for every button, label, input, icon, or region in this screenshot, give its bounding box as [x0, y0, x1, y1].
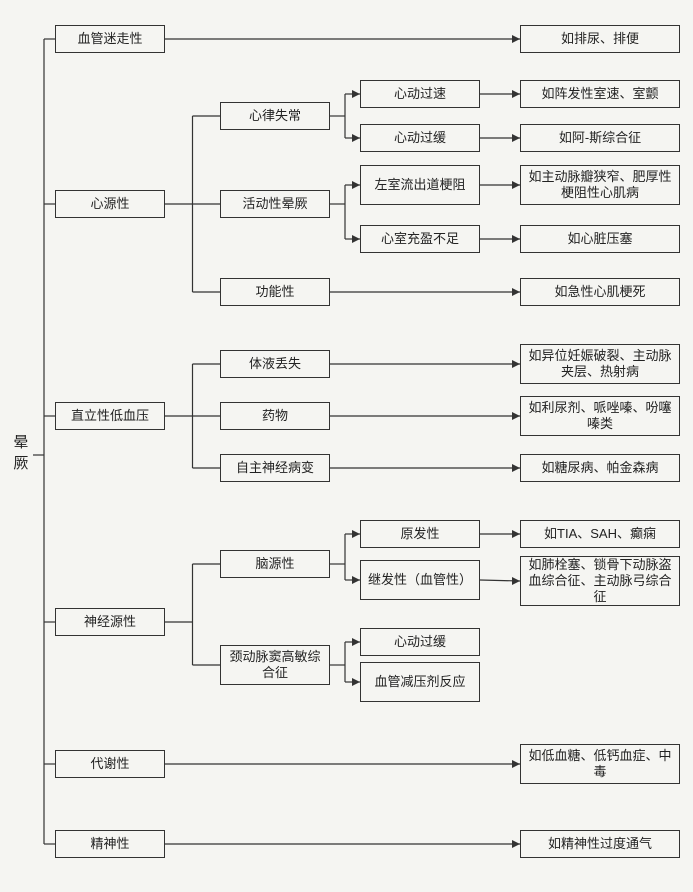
node-n412: 继发性（血管性） [360, 560, 480, 600]
node-label: 如TIA、SAH、癫痫 [544, 526, 656, 542]
node-n22: 活动性晕厥 [220, 190, 330, 218]
node-label: 晕厥 [10, 434, 29, 476]
node-n2: 心源性 [55, 190, 165, 218]
node-label: 神经源性 [84, 614, 136, 630]
node-label: 心动过缓 [394, 130, 446, 146]
node-n6: 精神性 [55, 830, 165, 858]
node-label: 如阿-斯综合征 [559, 130, 641, 146]
node-n411: 原发性 [360, 520, 480, 548]
node-label: 药物 [262, 408, 288, 424]
node-n3: 直立性低血压 [55, 402, 165, 430]
node-n1: 血管迷走性 [55, 25, 165, 53]
node-label: 血管迷走性 [77, 31, 142, 47]
node-label: 血管减压剂反应 [374, 674, 465, 690]
node-label: 左室流出道梗阻 [374, 177, 465, 193]
node-n221e: 如主动脉瓣狭窄、肥厚性梗阻性心肌病 [520, 165, 680, 205]
node-n411e: 如TIA、SAH、癫痫 [520, 520, 680, 548]
node-label: 体液丢失 [249, 356, 301, 372]
node-n221: 左室流出道梗阻 [360, 165, 480, 205]
node-n6e: 如精神性过度通气 [520, 830, 680, 858]
node-n222: 心室充盈不足 [360, 225, 480, 253]
node-label: 心源性 [90, 196, 129, 212]
node-label: 如排尿、排便 [561, 31, 639, 47]
node-label: 直立性低血压 [71, 408, 149, 424]
node-label: 如急性心肌梗死 [554, 284, 645, 300]
node-label: 如低血糖、低钙血症、中毒 [525, 748, 675, 781]
node-n212: 心动过缓 [360, 124, 480, 152]
node-n42: 颈动脉窦高敏综合征 [220, 645, 330, 685]
node-label: 如主动脉瓣狭窄、肥厚性梗阻性心肌病 [525, 169, 675, 202]
node-n422: 血管减压剂反应 [360, 662, 480, 702]
node-label: 精神性 [90, 836, 129, 852]
node-n33: 自主神经病变 [220, 454, 330, 482]
node-label: 心动过缓 [394, 634, 446, 650]
node-n31: 体液丢失 [220, 350, 330, 378]
node-n33e: 如糖尿病、帕金森病 [520, 454, 680, 482]
node-n32e: 如利尿剂、哌唑嗪、吩噻嗪类 [520, 396, 680, 436]
node-label: 如精神性过度通气 [548, 836, 652, 852]
node-n212e: 如阿-斯综合征 [520, 124, 680, 152]
node-n211e: 如阵发性室速、室颤 [520, 80, 680, 108]
node-n1e: 如排尿、排便 [520, 25, 680, 53]
node-label: 继发性（血管性） [368, 572, 472, 588]
node-label: 原发性 [400, 526, 439, 542]
node-label: 如阵发性室速、室颤 [541, 86, 658, 102]
node-label: 心室充盈不足 [381, 231, 459, 247]
node-n5e: 如低血糖、低钙血症、中毒 [520, 744, 680, 784]
node-label: 如异位妊娠破裂、主动脉夹层、热射病 [525, 348, 675, 381]
node-n421: 心动过缓 [360, 628, 480, 656]
node-label: 如利尿剂、哌唑嗪、吩噻嗪类 [525, 400, 675, 433]
node-label: 自主神经病变 [236, 460, 314, 476]
node-label: 如糖尿病、帕金森病 [541, 460, 658, 476]
node-n5: 代谢性 [55, 750, 165, 778]
node-label: 颈动脉窦高敏综合征 [225, 649, 325, 682]
node-n222e: 如心脏压塞 [520, 225, 680, 253]
node-label: 代谢性 [90, 756, 129, 772]
node-n23: 功能性 [220, 278, 330, 306]
node-n21: 心律失常 [220, 102, 330, 130]
node-label: 心律失常 [249, 108, 301, 124]
node-n412e: 如肺栓塞、锁骨下动脉盗血综合征、主动脉弓综合征 [520, 556, 680, 606]
root-node: 晕厥 [5, 425, 33, 485]
node-n4: 神经源性 [55, 608, 165, 636]
node-n23e: 如急性心肌梗死 [520, 278, 680, 306]
node-label: 心动过速 [394, 86, 446, 102]
node-label: 如心脏压塞 [567, 231, 632, 247]
node-n31e: 如异位妊娠破裂、主动脉夹层、热射病 [520, 344, 680, 384]
node-label: 如肺栓塞、锁骨下动脉盗血综合征、主动脉弓综合征 [525, 557, 675, 606]
node-n211: 心动过速 [360, 80, 480, 108]
diagram-canvas: 晕厥 血管迷走性 如排尿、排便心源性 心律失常 心动过速 如阵发性室速、室颤心动过缓 如阿-… [0, 0, 693, 892]
node-label: 脑源性 [255, 556, 294, 572]
node-label: 活动性晕厥 [242, 196, 307, 212]
node-label: 功能性 [255, 284, 294, 300]
node-n41: 脑源性 [220, 550, 330, 578]
node-n32: 药物 [220, 402, 330, 430]
